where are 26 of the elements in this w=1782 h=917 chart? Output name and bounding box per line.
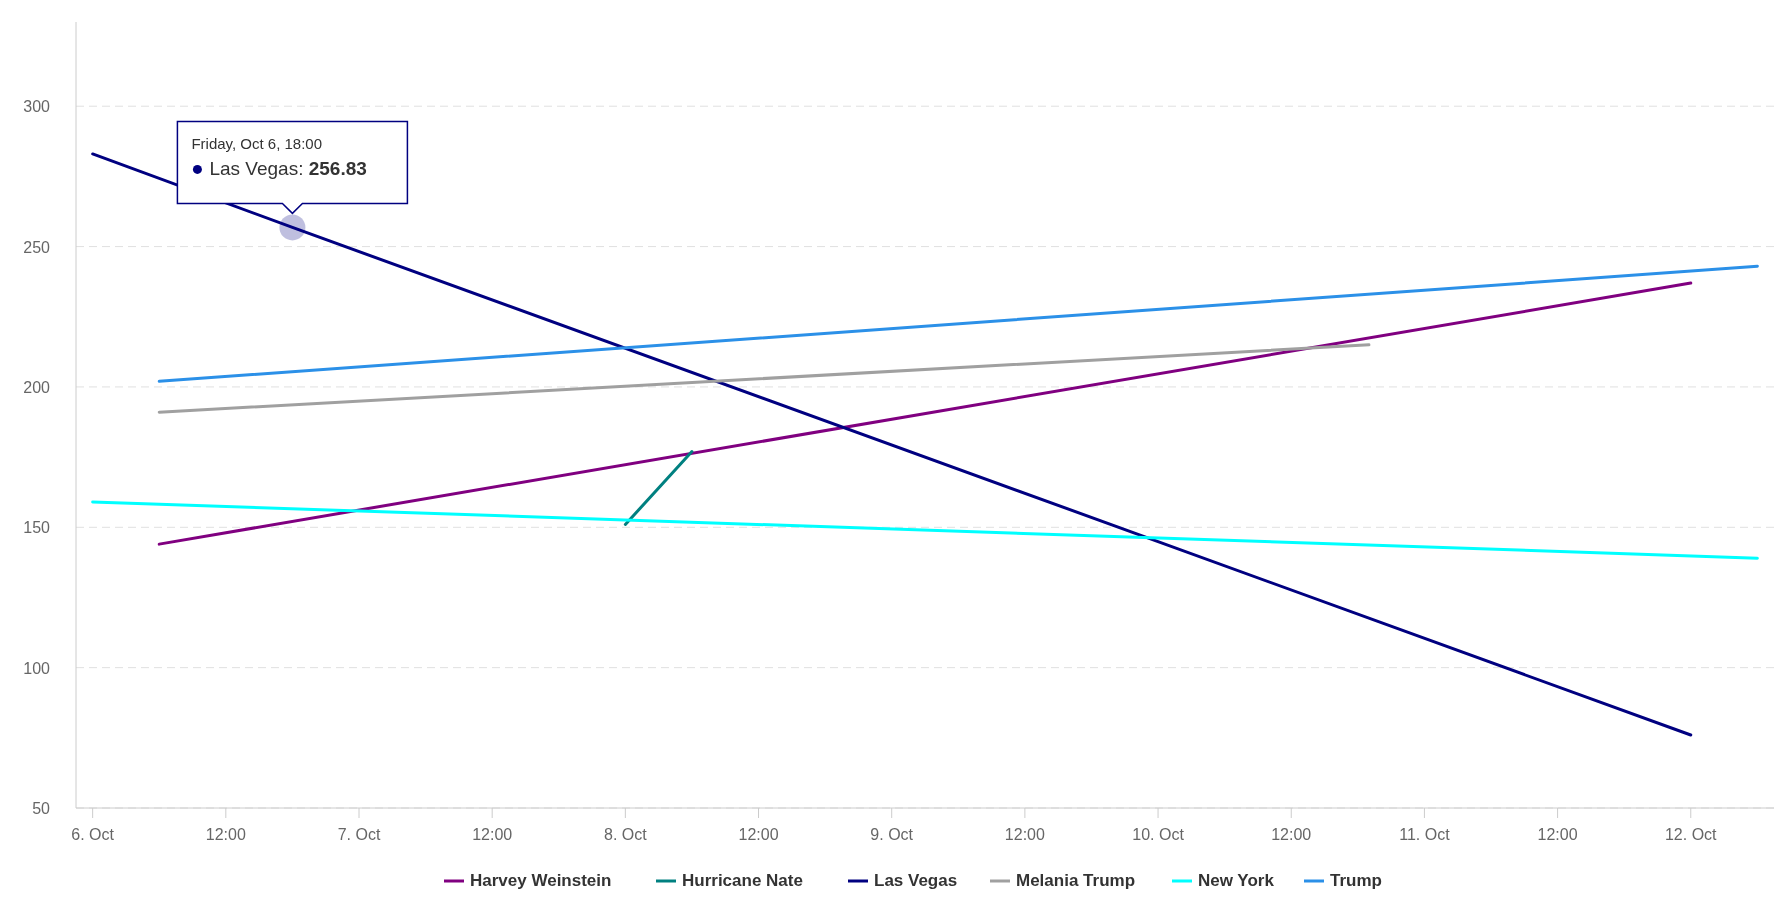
x-tick-label: 6. Oct <box>71 826 115 843</box>
y-tick-label: 50 <box>32 800 51 817</box>
y-tick-label: 100 <box>23 659 51 677</box>
x-tick-label: 12:00 <box>738 826 779 843</box>
legend-label: Melania Trump <box>1016 871 1136 890</box>
x-tick-label: 8. Oct <box>604 826 648 843</box>
x-tick-label: 11. Oct <box>1399 826 1451 843</box>
y-tick-label: 300 <box>23 98 51 116</box>
annotation: Friday, Oct 6, 18:00 Las Vegas: 256.83 <box>191 135 367 180</box>
x-tick-label: 12:00 <box>1004 826 1045 843</box>
legend-label: New York <box>1198 871 1275 890</box>
y-tick-label: 150 <box>23 519 51 537</box>
y-tick-label: 250 <box>23 238 51 256</box>
legend-label: Harvey Weinstein <box>470 871 612 890</box>
legend-label: Trump <box>1330 871 1382 890</box>
x-tick-label: 7. Oct <box>337 826 381 843</box>
x-tick-label: 12:00 <box>472 826 513 843</box>
legend-label: Las Vegas <box>874 871 958 890</box>
x-tick-label: 12:00 <box>1537 826 1578 843</box>
x-tick-label: 12:00 <box>1271 826 1312 843</box>
x-tick-label: 12:00 <box>205 826 246 843</box>
x-tick-label: 10. Oct <box>1132 826 1185 843</box>
y-tick-label: 200 <box>23 378 51 396</box>
x-tick-label: 9. Oct <box>870 826 914 843</box>
x-tick-label: 12. Oct <box>1664 826 1718 843</box>
legend-label: Hurricane Nate <box>682 871 803 890</box>
